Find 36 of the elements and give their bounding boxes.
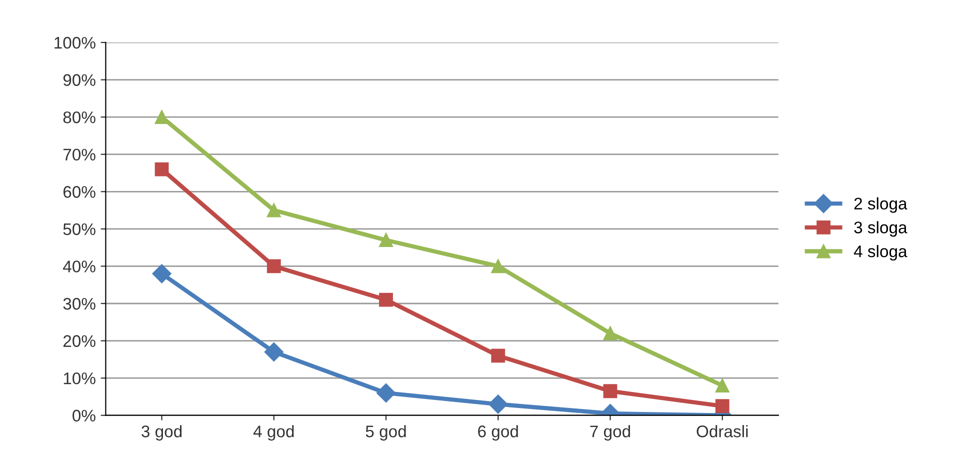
point — [266, 203, 281, 218]
point — [376, 383, 396, 403]
point — [715, 378, 730, 392]
y-tick-label: 80% — [63, 111, 96, 124]
point — [379, 292, 393, 307]
legend-label: 4 sloga — [854, 245, 908, 261]
x-tick-label: 3 god — [142, 425, 182, 441]
x-tick-label: 5 god — [366, 425, 406, 441]
y-tick-label: 30% — [63, 298, 96, 310]
y-tick-label: 50% — [63, 223, 96, 236]
y-tick-label: 90% — [63, 74, 96, 86]
point — [488, 394, 508, 414]
point — [152, 264, 172, 284]
x-tick-label: 6 god — [478, 425, 518, 441]
point — [491, 348, 506, 363]
y-tick-label: 70% — [63, 148, 96, 161]
x-tick-label: 4 god — [253, 425, 294, 441]
legend-label: 2 sloga — [854, 197, 908, 213]
point — [379, 233, 393, 248]
y-tick-label: 40% — [63, 260, 96, 272]
point — [154, 162, 169, 176]
point — [266, 259, 281, 274]
y-tick-label: 100% — [54, 36, 96, 49]
point — [491, 259, 506, 274]
x-tick-label: 7 god — [590, 425, 630, 441]
x-tick-label: Odrasli — [696, 425, 748, 438]
legend-label: 3 sloga — [854, 221, 908, 237]
y-tick-label: 60% — [63, 186, 96, 198]
point — [264, 342, 284, 362]
point — [154, 110, 169, 124]
point — [603, 326, 618, 340]
y-tick-label: 20% — [63, 335, 96, 347]
point — [603, 384, 618, 398]
y-tick-label: 10% — [64, 372, 96, 384]
y-tick-label: 0% — [72, 410, 96, 422]
point — [715, 399, 730, 413]
